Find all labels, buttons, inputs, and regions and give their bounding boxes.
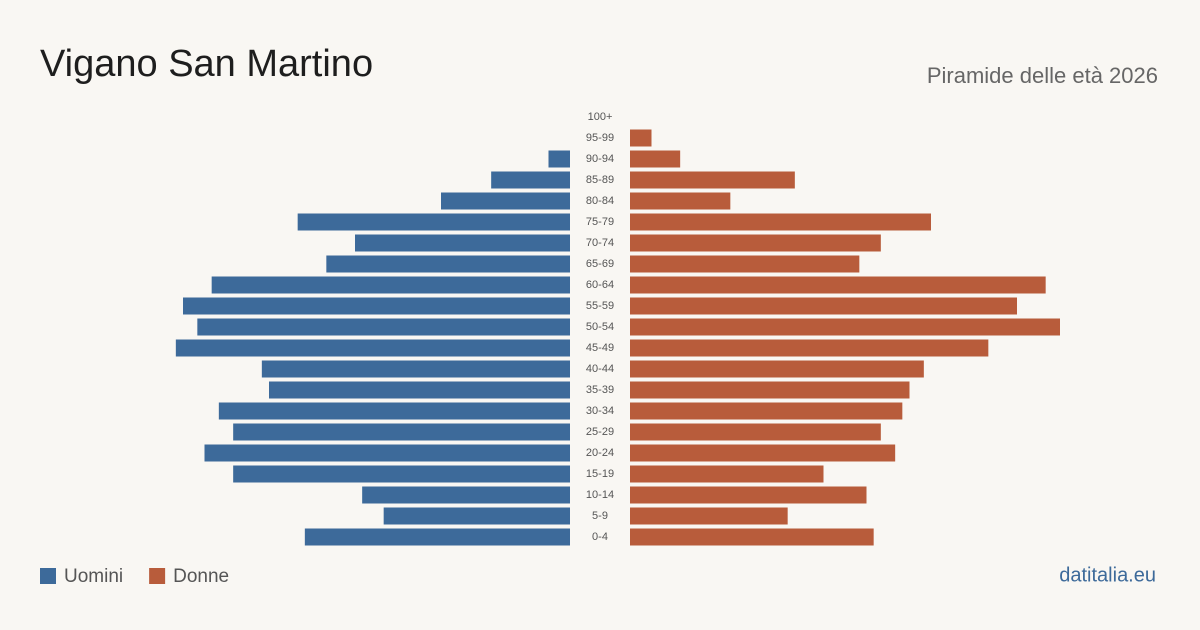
age-label: 100+ [588,111,613,123]
bar-male [383,507,570,525]
bar-female [630,507,788,525]
bar-female [630,486,867,504]
age-label: 25-29 [586,426,614,438]
age-label: 75-79 [586,216,614,228]
legend-label: Uomini [64,566,123,587]
age-label: 40-44 [586,363,614,375]
age-label: 5-9 [592,510,608,522]
legend-label: Donne [173,566,229,587]
age-label: 80-84 [586,195,614,207]
age-label: 50-54 [586,321,614,333]
bar-male [304,528,570,546]
age-label: 30-34 [586,405,614,417]
bar-female [630,255,860,273]
legend-swatch [40,568,56,584]
chart-subtitle: Piramide delle età 2026 [927,63,1158,88]
bar-male [261,360,570,378]
age-label: 55-59 [586,300,614,312]
chart-title: Vigano San Martino [40,43,373,85]
bar-female [630,423,881,441]
bar-male [218,402,571,420]
age-label: 15-19 [586,468,614,480]
bar-male [355,234,570,252]
bar-female [630,444,896,462]
age-label: 20-24 [586,447,614,459]
legend-swatch [149,568,166,584]
age-label: 85-89 [586,174,614,186]
age-label: 10-14 [586,489,614,501]
bar-male [491,171,570,189]
bar-male [269,381,570,399]
age-label: 35-39 [586,384,614,396]
bar-female [630,360,924,378]
bar-male [362,486,570,504]
bar-male [175,339,571,357]
bar-male [441,192,570,210]
bar-male [326,255,570,273]
bar-female [630,129,652,147]
age-label: 45-49 [586,342,614,354]
bar-male [297,213,570,231]
bar-female [630,150,681,168]
bar-male [183,297,570,315]
bar-female [630,318,1060,336]
bar-female [630,339,989,357]
bar-female [630,192,731,210]
bar-female [630,528,874,546]
bar-male [233,465,570,483]
age-label: 90-94 [586,153,614,165]
age-label: 70-74 [586,237,614,249]
source: datitalia.eu [1059,564,1156,586]
bar-female [630,465,824,483]
bar-male [233,423,570,441]
bar-female [630,276,1046,294]
bar-female [630,402,903,420]
age-label: 60-64 [586,279,614,291]
bar-male [548,150,570,168]
bar-male [211,276,570,294]
age-label: 0-4 [592,531,608,543]
bar-female [630,234,881,252]
bar-female [630,171,795,189]
bar-female [630,297,1017,315]
age-label: 95-99 [586,132,614,144]
bar-male [197,318,571,336]
bar-female [630,213,931,231]
bar-male [204,444,570,462]
bar-female [630,381,910,399]
age-label: 65-69 [586,258,614,270]
